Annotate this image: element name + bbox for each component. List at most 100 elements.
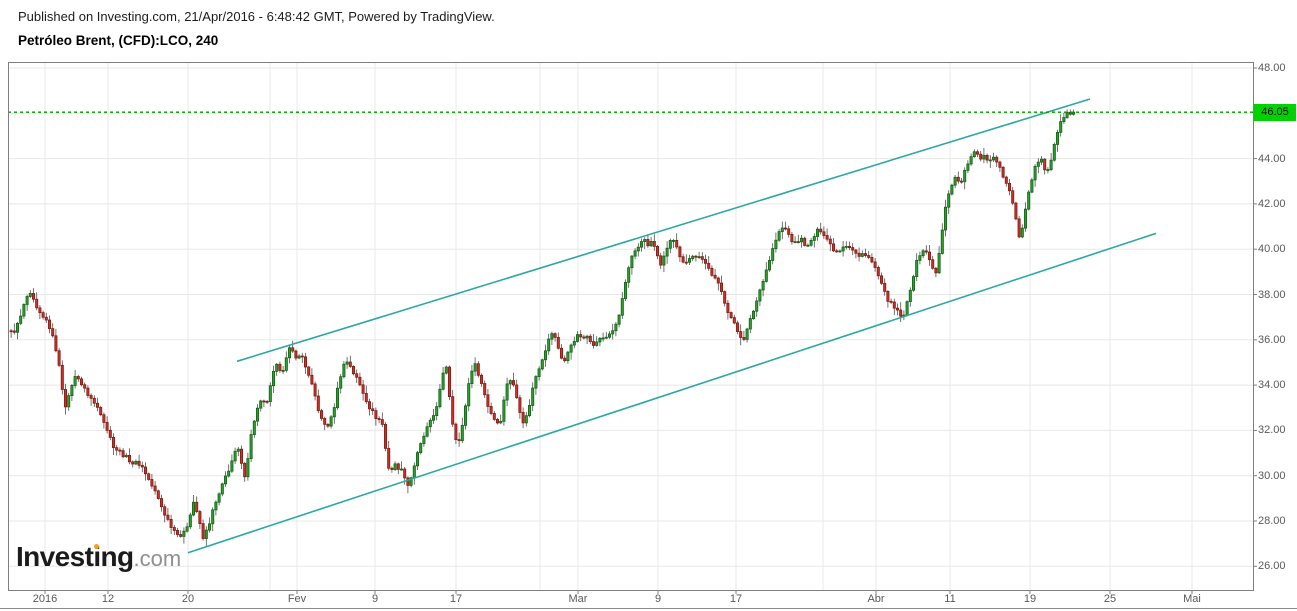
candle-up — [236, 448, 240, 452]
candle-down — [406, 477, 410, 486]
candle-up — [812, 236, 816, 241]
candle-up — [1062, 117, 1066, 122]
candle-up — [1030, 179, 1034, 193]
candle-down — [361, 384, 365, 394]
candle-down — [153, 485, 157, 492]
candle-up — [800, 237, 804, 243]
y-axis-label: 44.00 — [1258, 152, 1286, 165]
candle-down — [998, 161, 1002, 168]
candle-up — [268, 385, 272, 402]
candle-up — [470, 370, 474, 384]
candle-up — [940, 229, 944, 254]
candle-up — [620, 298, 624, 316]
candle-up — [988, 159, 992, 162]
candle-down — [924, 250, 928, 253]
candle-down — [396, 463, 400, 470]
candle-up — [969, 156, 973, 165]
x-axis-label: 19 — [1023, 593, 1037, 605]
investing-logo[interactable]: Investing.com — [16, 541, 181, 573]
candle-down — [198, 511, 202, 525]
candle-up — [752, 310, 756, 320]
candle-down — [108, 429, 112, 438]
candle-down — [732, 317, 736, 324]
candle-down — [521, 412, 525, 424]
candle-up — [335, 387, 339, 408]
candle-up — [611, 330, 615, 335]
candle-up — [70, 385, 74, 396]
candle-down — [12, 330, 16, 333]
candle-up — [963, 169, 967, 183]
candle-up — [793, 241, 797, 244]
candle-down — [742, 337, 746, 340]
candle-down — [127, 454, 131, 463]
candle-up — [572, 341, 576, 346]
candle-down — [479, 374, 483, 384]
candle-down — [323, 417, 327, 425]
candle-down — [1043, 158, 1047, 171]
candle-up — [1020, 227, 1024, 238]
candle-down — [54, 335, 58, 352]
candle-down — [166, 514, 170, 520]
candle-down — [121, 450, 125, 458]
candle-down — [707, 262, 711, 269]
candle-down — [96, 402, 100, 408]
candle-down — [387, 447, 391, 469]
candle-down — [451, 396, 455, 425]
candle-down — [300, 355, 304, 358]
y-axis-label: 28.00 — [1258, 515, 1286, 527]
candle-down — [403, 468, 407, 479]
candle-down — [278, 363, 282, 371]
candle-up — [473, 363, 477, 372]
x-axis-label: Fev — [287, 593, 307, 605]
candle-down — [76, 376, 80, 380]
candle-up — [1033, 165, 1037, 181]
candle-down — [867, 255, 871, 258]
candle-up — [342, 363, 346, 378]
candle-down — [179, 534, 183, 537]
candle-down — [1004, 176, 1008, 184]
x-axis-label: 25 — [1103, 593, 1117, 605]
trend-channel-lower[interactable] — [187, 232, 1157, 554]
trend-channel-upper[interactable] — [236, 98, 1091, 363]
candle-up — [22, 304, 26, 317]
candle-up — [649, 240, 653, 247]
candle-up — [691, 255, 695, 259]
candle-down — [9, 330, 13, 333]
candle-up — [537, 368, 541, 377]
candle-up — [435, 406, 439, 417]
candle-up — [505, 383, 509, 401]
candle-down — [163, 506, 167, 516]
candle-up — [15, 322, 19, 333]
candle-down — [710, 267, 714, 276]
candle-up — [617, 314, 621, 325]
candle-down — [592, 341, 596, 346]
candle-down — [35, 298, 39, 309]
candle-down — [377, 418, 381, 420]
candle-down — [348, 361, 352, 367]
candle-up — [809, 239, 813, 246]
candle-up — [608, 333, 612, 338]
candle-down — [51, 328, 55, 337]
candle-down — [476, 363, 480, 376]
candle-up — [460, 424, 464, 441]
candle-down — [355, 373, 359, 378]
candle-up — [944, 206, 948, 231]
candle-down — [694, 255, 698, 258]
candle-down — [99, 406, 103, 416]
candle-down — [931, 259, 935, 269]
x-axis-label: 17 — [449, 593, 463, 605]
candle-up — [1027, 191, 1031, 210]
candle-down — [560, 347, 564, 359]
candle-up — [547, 338, 551, 352]
candle-up — [569, 344, 573, 353]
candle-down — [563, 357, 567, 362]
candle-up — [467, 383, 471, 407]
logo-orange-dot-i: i — [93, 541, 101, 572]
candle-up — [905, 301, 909, 316]
candle-down — [41, 312, 45, 318]
candle-down — [310, 374, 314, 385]
candle-up — [844, 245, 848, 248]
candle-down — [390, 467, 394, 470]
candle-up — [332, 407, 336, 418]
